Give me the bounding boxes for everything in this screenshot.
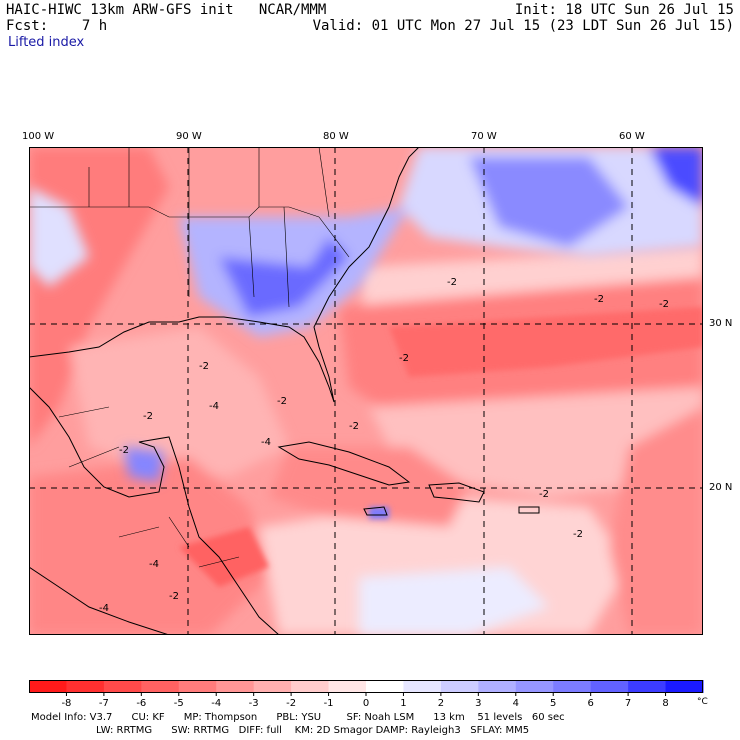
colorbar-swatch [665, 680, 704, 693]
colorbar-tick-label: -8 [61, 698, 71, 709]
colorbar-swatch [66, 680, 105, 693]
colorbar: -8 -7 -6 -5 -4 -3 -2 -1 0 1 2 3 4 5 6 7 8 °C [29, 680, 708, 709]
jamaica-outline [363, 506, 388, 516]
lon-label-60w: 60 W [619, 131, 645, 142]
colorbar-tick-label: 3 [475, 698, 481, 709]
contour-label: -4 [99, 603, 109, 614]
field-southeast-us-core [219, 237, 349, 317]
field-north-atlantic-core-positive [469, 157, 629, 247]
colorbar-swatch [440, 680, 479, 693]
field-cuba-negative [269, 447, 469, 527]
colorbar-tick-label: -7 [99, 698, 109, 709]
contour-label: -2 [399, 353, 409, 364]
colorbar-swatch [553, 680, 592, 693]
colorbar-unit: °C [697, 697, 708, 707]
mexico-state-borders [58, 406, 240, 568]
colorbar-swatch [590, 680, 629, 693]
contour-label: -4 [209, 401, 219, 412]
lon-label-70w: 70 W [471, 131, 497, 142]
colorbar-tick-label: -3 [249, 698, 259, 709]
colorbar-tick-label: -1 [324, 698, 334, 709]
mexico-pacific-coast [29, 566, 170, 635]
colorbar-swatch [403, 680, 442, 693]
init-time: Init: 18 UTC Sun 26 Jul 15 [514, 2, 734, 18]
field-texas-positive [29, 187, 89, 287]
contour-label: -2 [659, 299, 669, 310]
forecast-hour: Fcst: 7 h [6, 18, 108, 34]
colorbar-swatch [103, 680, 142, 693]
contour-label: -2 [349, 421, 359, 432]
valid-time: Valid: 01 UTC Mon 27 Jul 15 (23 LDT Sun … [312, 18, 734, 34]
colorbar-swatch [291, 680, 330, 693]
contour-label: -4 [261, 437, 271, 448]
us-state-borders [29, 147, 350, 308]
colorbar-tick-label: 0 [363, 698, 369, 709]
colorbar-tick-label: 1 [400, 698, 406, 709]
hispaniola-outline [428, 482, 485, 503]
cuba-outline [277, 441, 411, 486]
colorbar-tick-label: 6 [587, 698, 593, 709]
lon-label-90w: 90 W [176, 131, 202, 142]
colorbar-tick-label: 8 [662, 698, 668, 709]
colorbar-swatch [253, 680, 292, 693]
model-info-line2: LW: RRTMG SW: RRTMG DIFF: full KM: 2D Sm… [96, 725, 530, 736]
field-south-caribbean-light-positive [359, 567, 549, 635]
lon-label-80w: 80 W [323, 131, 349, 142]
contour-label: -2 [119, 445, 129, 456]
colorbar-tick-label: -5 [174, 698, 184, 709]
colorbar-swatch [29, 680, 67, 693]
colorbar-swatch [478, 680, 517, 693]
colorbar-tick-label: -6 [136, 698, 146, 709]
contour-label: -2 [594, 294, 604, 305]
us-gulf-coastline [29, 147, 420, 403]
field-far-northeast-positive [649, 147, 703, 207]
contour-label: -2 [277, 396, 287, 407]
colorbar-tick-label: -2 [286, 698, 296, 709]
colorbar-tick-label: 4 [513, 698, 519, 709]
contour-label: -2 [143, 411, 153, 422]
contour-label: -2 [199, 361, 209, 372]
model-title: HAIC-HIWC 13km ARW-GFS init NCAR/MMM [6, 2, 327, 18]
puerto-rico-outline [518, 506, 540, 514]
lat-label-30n: 30 N [709, 318, 733, 329]
model-info-line1: Model Info: V3.7 CU: KF MP: Thompson PBL… [31, 712, 565, 723]
colorbar-tick-label: 5 [550, 698, 556, 709]
contour-label: -2 [447, 277, 457, 288]
colorbar-swatch [216, 680, 255, 693]
field-name: Lifted index [8, 35, 85, 50]
colorbar-swatch [515, 680, 554, 693]
field-guatemala-negative [179, 527, 269, 587]
contour-label: -4 [149, 559, 159, 570]
colorbar-swatch [141, 680, 180, 693]
colorbar-frame [29, 680, 703, 693]
colorbar-swatch [366, 680, 404, 693]
field-central-america-negative [29, 457, 269, 635]
contour-label: -2 [573, 529, 583, 540]
contour-label: -2 [539, 489, 549, 500]
colorbar-swatch [328, 680, 367, 693]
colorbar-tick-label: 7 [625, 698, 631, 709]
field-gulf-moderate [69, 327, 289, 477]
lifted-index-map: -2 -2 -2 -2 -2 -2 -2 -2 -2 -2 -2 -2 -4 -… [29, 147, 703, 635]
lon-label-100w: 100 W [22, 131, 55, 142]
lat-label-20n: 20 N [709, 482, 733, 493]
colorbar-swatch [628, 680, 667, 693]
field-yucatan-positive [124, 447, 164, 482]
colorbar-tick-label: 2 [438, 698, 444, 709]
colorbar-tick-label: -4 [211, 698, 221, 709]
map-frame [29, 147, 703, 635]
field-hispaniola-positive [369, 507, 389, 519]
contour-label: -2 [169, 591, 179, 602]
field-subtropic-light [369, 387, 703, 497]
colorbar-swatch [178, 680, 217, 693]
